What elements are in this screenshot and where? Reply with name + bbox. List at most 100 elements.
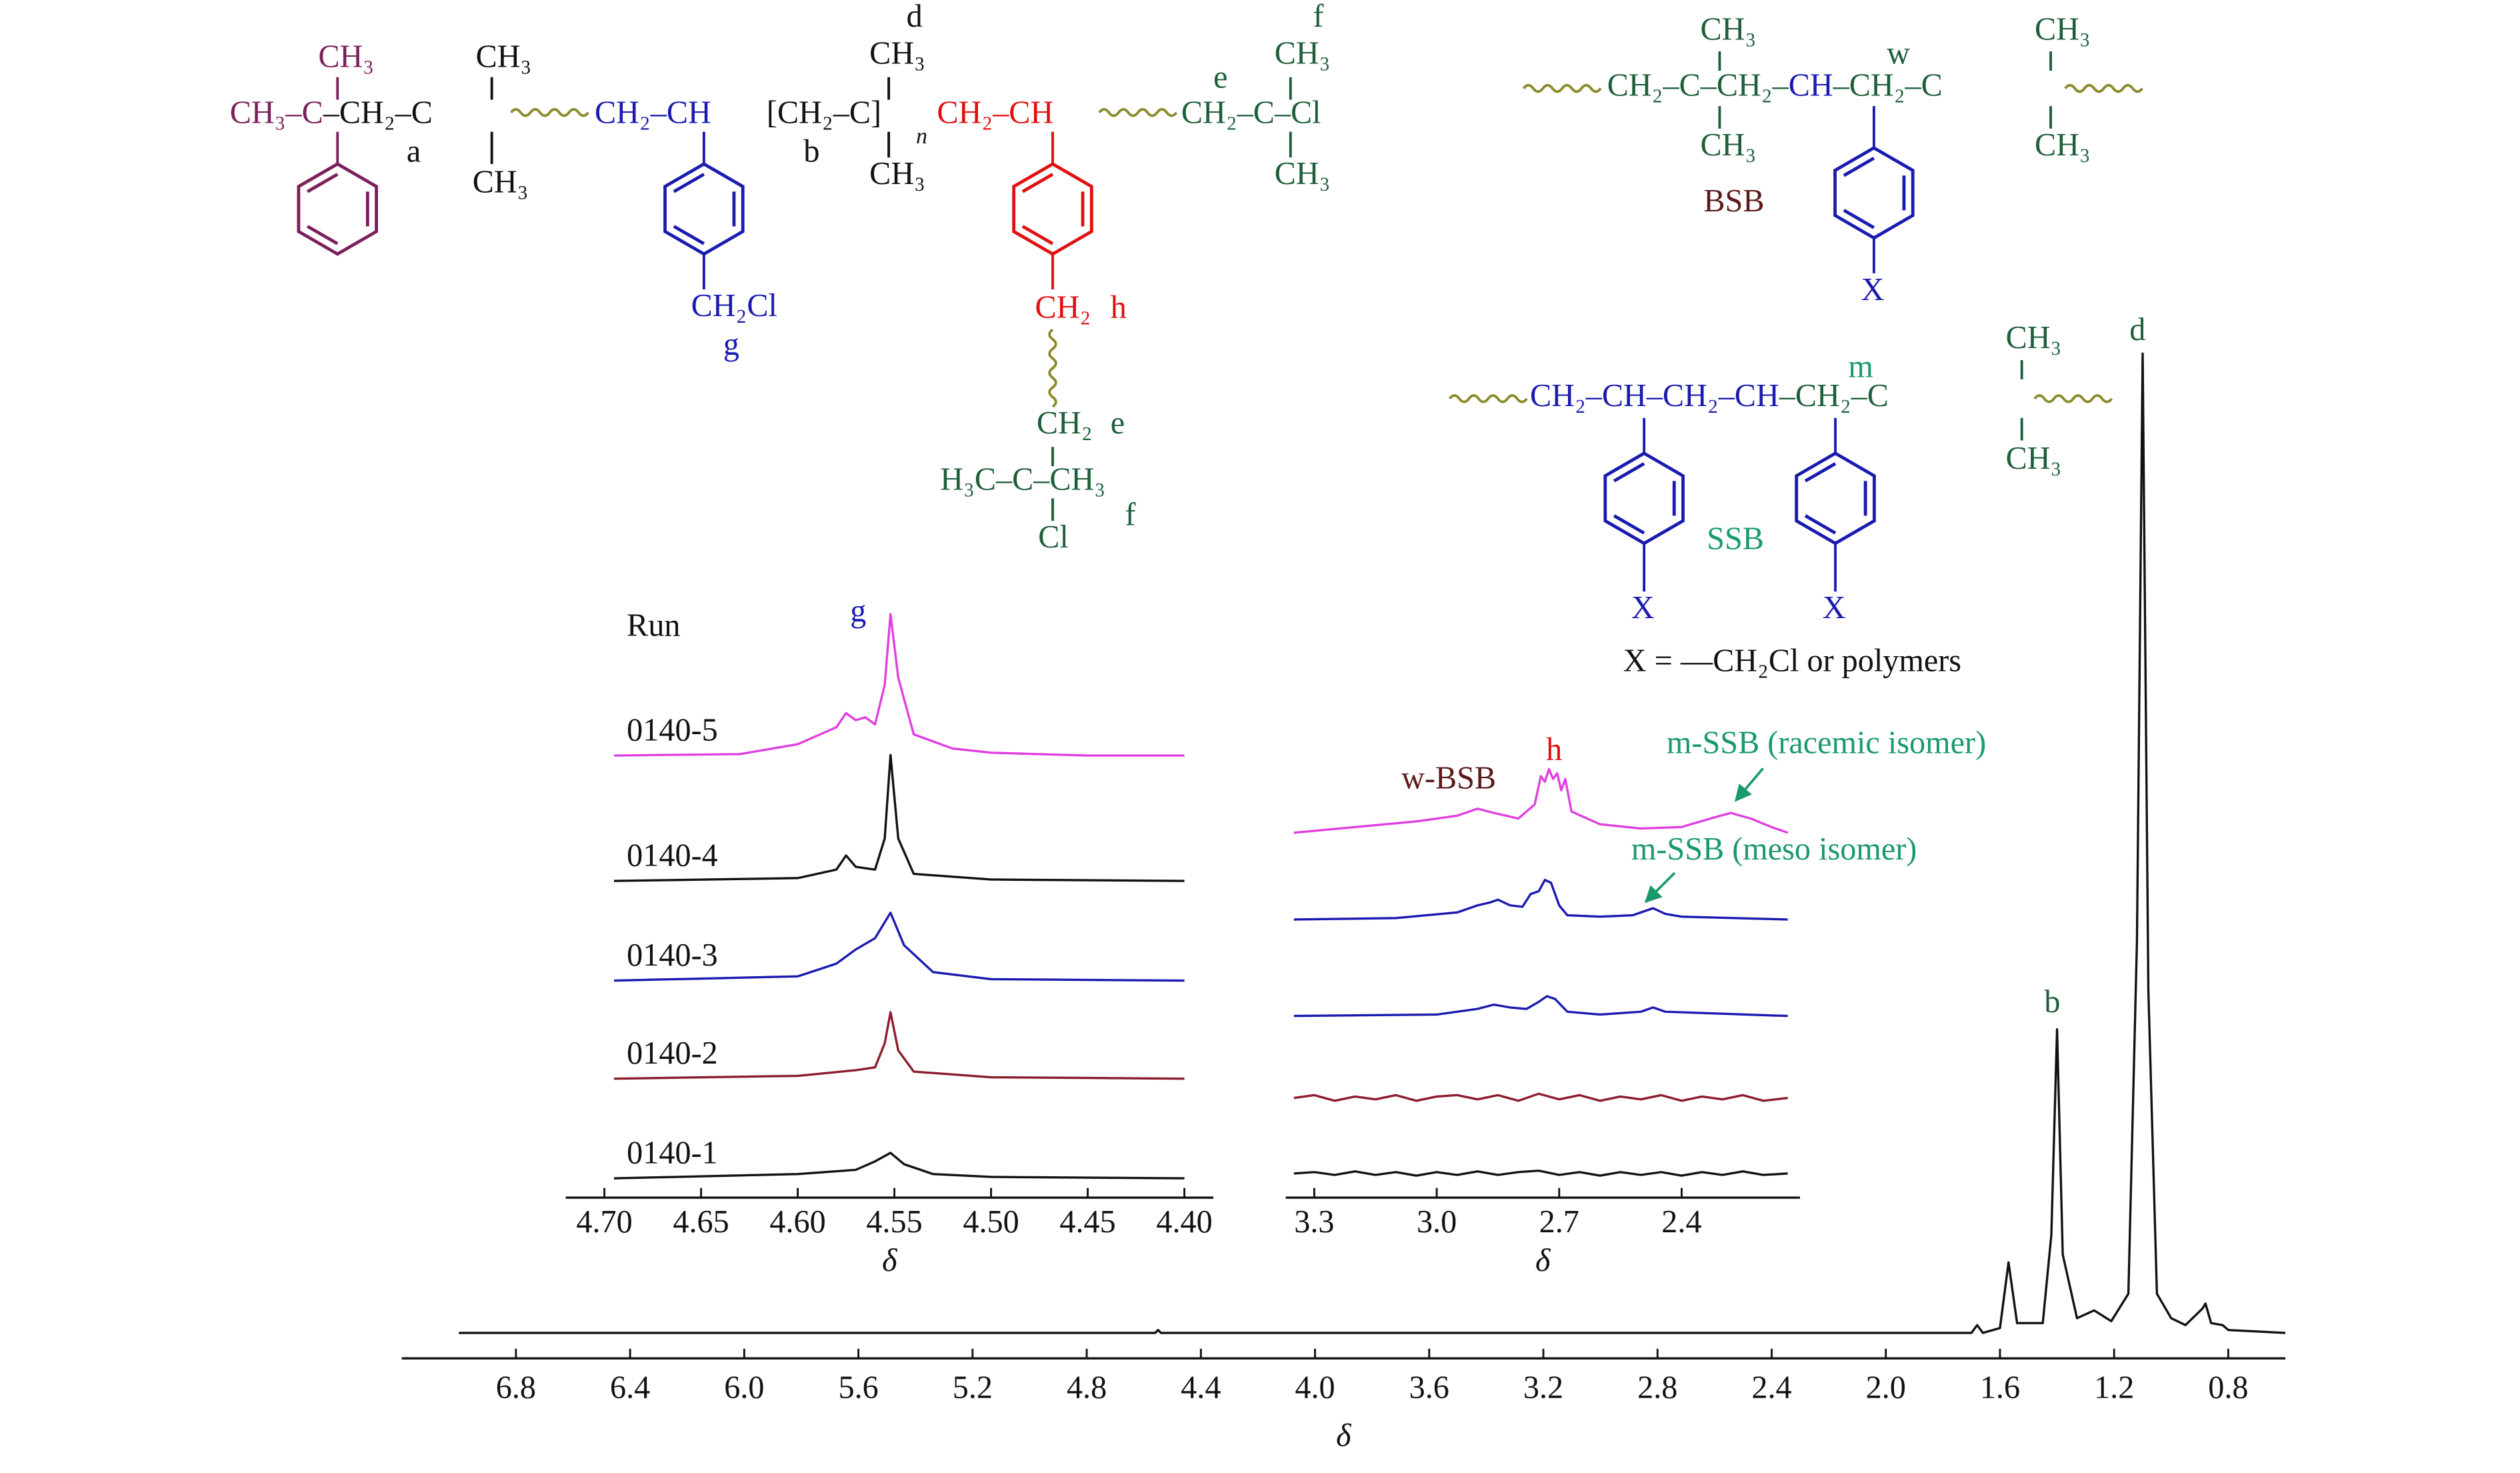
series-label: 0140-3 — [627, 938, 718, 973]
spectrum — [1293, 1092, 1788, 1102]
series-label: 0140-5 — [627, 712, 718, 748]
formula: CH₂Cl — [691, 288, 777, 323]
x-axis-label: δ — [1336, 1418, 1352, 1454]
x-tick-label: 4.65 — [673, 1204, 729, 1240]
spectrum — [1293, 768, 1789, 834]
formula: CH₃ — [2006, 320, 2062, 355]
label: f — [1313, 0, 1325, 34]
peak-label: m-SSB (meso isomer) — [1631, 832, 1917, 867]
peak-label: d — [2129, 312, 2145, 347]
formula: CH₂–C–CH₂–CH–CH₂–C — [1607, 68, 1943, 103]
label: e — [1111, 405, 1125, 441]
series-label: 0140-4 — [627, 838, 718, 873]
label: b — [803, 133, 819, 169]
formula: CH₃ — [2006, 441, 2062, 476]
formula: CH₃–C–CH₂–C — [230, 95, 433, 131]
label: a — [407, 133, 421, 169]
label: SSB — [1707, 521, 1764, 556]
formula: –CH₂–C — [1833, 68, 1943, 103]
label: f — [1125, 497, 1137, 532]
label: w — [1887, 35, 1910, 71]
label: e — [1213, 60, 1227, 95]
spectrum — [614, 754, 1185, 882]
formula: CH₂–CH–CH₂–CH–CH₂–C — [1530, 378, 1889, 413]
formula: CH₃ — [2035, 127, 2091, 163]
x-tick-label: 3.3 — [1294, 1204, 1334, 1240]
formula: CH₃ — [1701, 127, 1757, 163]
series-label: 0140-1 — [627, 1135, 718, 1170]
formula: CH₃ — [1701, 11, 1757, 47]
formula: CH₃ — [869, 35, 925, 71]
label: m — [1848, 349, 1873, 385]
formula: CH₂ — [1037, 405, 1093, 441]
spectrum — [614, 613, 1185, 757]
x-tick-label: 2.0 — [1866, 1370, 1906, 1405]
x-tick-label: 5.2 — [953, 1370, 993, 1405]
x-tick-label: 3.6 — [1409, 1370, 1449, 1405]
formula: CH₃ — [869, 156, 925, 191]
x-tick-label: 4.0 — [1295, 1370, 1335, 1405]
formula: X — [1823, 590, 1846, 625]
formula: CH₃–C — [230, 95, 323, 131]
x-tick-label: 4.4 — [1181, 1370, 1221, 1405]
x-tick-label: 6.0 — [724, 1370, 764, 1405]
formula: CH₃ — [1275, 156, 1331, 191]
formula: CH₂–CH–CH₂–CH — [1530, 378, 1779, 413]
inset-label: Run — [627, 608, 680, 643]
formula: H₃C–C–CH₃ — [940, 461, 1105, 497]
label: BSB — [1703, 183, 1764, 219]
formula: CH₃ — [473, 164, 529, 199]
arrow — [1644, 872, 1676, 904]
formula: CH₃ — [476, 39, 532, 74]
formula: CH₃ — [1275, 35, 1331, 71]
x-tick-label: 6.4 — [610, 1370, 650, 1405]
x-tick-label: 3.2 — [1523, 1370, 1563, 1405]
formula: X — [1631, 590, 1655, 625]
formula: CH₂–CH — [937, 95, 1053, 131]
formula: X = —CH₂Cl or polymers — [1623, 643, 1961, 679]
x-tick-label: 4.60 — [769, 1204, 825, 1240]
x-tick-label: 4.8 — [1067, 1370, 1107, 1405]
formula: CH₃ — [318, 39, 374, 74]
peak-label: m-SSB (racemic isomer) — [1667, 725, 1986, 761]
spectrum — [1293, 878, 1788, 921]
label: d — [907, 0, 923, 34]
x-tick-label: 1.2 — [2094, 1370, 2134, 1405]
series-label: 0140-2 — [627, 1036, 718, 1071]
structure-left: CH₃ CH₃–C–CH₂–C CH₂–CH [CH₂–C] n CH₂–CH … — [230, 0, 1331, 555]
formula: n — [916, 124, 927, 149]
structure-ssb: CH₂–CH–CH₂–CH–CH₂–C m CH₃ CH₃ SSB X X X … — [1448, 320, 2113, 679]
x-tick-label: 3.0 — [1417, 1204, 1457, 1240]
peak-label: b — [2044, 984, 2060, 1020]
label: h — [1111, 289, 1127, 325]
formula: –CH₂–C — [323, 95, 433, 131]
peak-label: w-BSB — [1401, 761, 1496, 796]
formula: CH₃ — [2035, 11, 2091, 47]
formula: CH₂–C–Cl — [1181, 95, 1321, 131]
formula: [CH₂–C] — [767, 95, 881, 131]
spectrum — [614, 1011, 1185, 1080]
spectrum — [1293, 995, 1788, 1018]
formula: CH₂–CH — [595, 95, 711, 131]
x-axis-label: δ — [1535, 1243, 1551, 1278]
formula: Cl — [1038, 519, 1069, 555]
x-tick-label: 4.45 — [1059, 1204, 1115, 1240]
spectrum — [459, 352, 2286, 1334]
formula: –CH₂–C — [1779, 378, 1889, 413]
x-tick-label: 4.50 — [963, 1204, 1019, 1240]
label: g — [723, 327, 739, 362]
formula: CH₂–C–CH₂– — [1607, 68, 1789, 103]
x-tick-label: 2.4 — [1661, 1204, 1701, 1240]
x-tick-label: 4.70 — [576, 1204, 632, 1240]
formula: CH — [1789, 68, 1833, 103]
x-tick-label: 4.55 — [866, 1204, 922, 1240]
x-tick-label: 2.7 — [1539, 1204, 1579, 1240]
x-tick-label: 5.6 — [838, 1370, 878, 1405]
x-tick-label: 2.8 — [1637, 1370, 1677, 1405]
peak-label: h — [1546, 731, 1562, 767]
x-tick-label: 0.8 — [2208, 1370, 2248, 1405]
spectrum — [614, 912, 1185, 982]
